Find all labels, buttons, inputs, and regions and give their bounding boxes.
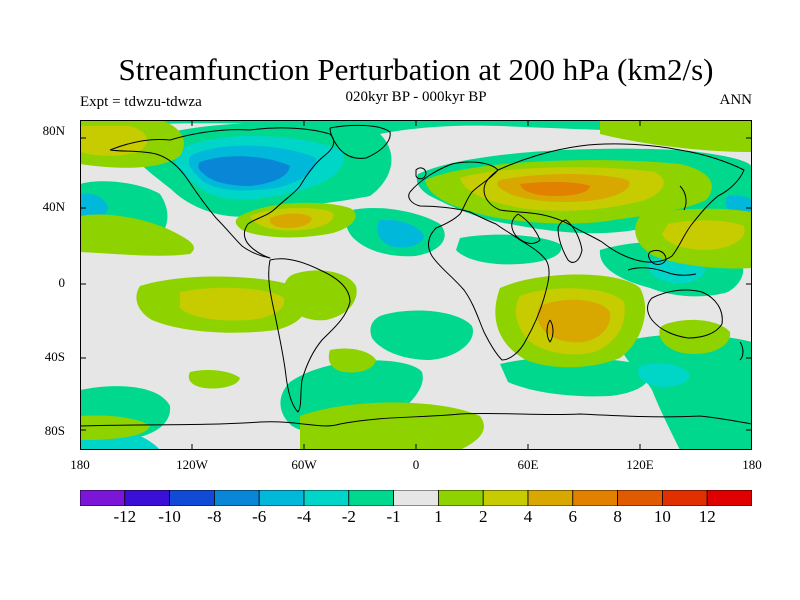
colorbar xyxy=(80,490,752,506)
colorbar-swatch-3 xyxy=(213,490,260,506)
contour-n18 xyxy=(370,310,473,360)
contour-p22 xyxy=(328,348,376,373)
coastline-arabia xyxy=(511,213,541,244)
map-panel xyxy=(80,120,752,450)
contour-p21 xyxy=(188,370,240,389)
colorbar-label-5: -2 xyxy=(341,507,356,526)
colorbar-label-1: -10 xyxy=(158,507,181,526)
colorbar-swatch-9 xyxy=(482,490,529,506)
coastline-uk xyxy=(415,167,427,180)
map-ticks xyxy=(80,120,752,450)
contour-p4 xyxy=(520,181,590,196)
colorbar-label-13: 12 xyxy=(698,507,716,526)
lon-label-180e: 180 xyxy=(742,457,762,472)
colorbar-label-0: -12 xyxy=(113,507,137,526)
coastlines xyxy=(80,124,752,427)
contour-p10 xyxy=(269,213,312,228)
colorbar-label-6: -1 xyxy=(386,507,401,526)
contour-p6 xyxy=(80,126,148,156)
contour-p24 xyxy=(80,415,150,440)
plot-title: Streamfunction Perturbation at 200 hPa (… xyxy=(118,52,714,87)
colorbar-swatch-11 xyxy=(572,490,618,506)
positive-anomaly-regions xyxy=(80,120,752,450)
contour-p23 xyxy=(300,402,484,450)
colorbar-swatch-4 xyxy=(258,490,305,506)
contour-p13 xyxy=(662,220,745,250)
coastline-madagascar xyxy=(546,319,554,343)
colorbar-swatch-10 xyxy=(527,490,574,506)
colorbar-swatch-6 xyxy=(348,490,394,506)
coastline-australia xyxy=(647,289,723,339)
coastline-north-america xyxy=(109,127,335,259)
coastline-greenland xyxy=(329,124,391,159)
colorbar-label-9: 4 xyxy=(523,507,533,526)
colorbar-swatch-12 xyxy=(617,490,663,506)
contour-p16 xyxy=(284,270,357,321)
contour-n8 xyxy=(80,193,108,221)
contour-n13 xyxy=(456,234,562,265)
colorbar-swatch-1 xyxy=(124,490,170,506)
contour-n5 xyxy=(80,120,752,134)
lon-label-60w: 60W xyxy=(291,457,317,472)
colorbar-label-10: 6 xyxy=(568,507,578,526)
coastline-asia xyxy=(483,143,745,263)
coastline-indonesia xyxy=(627,267,697,276)
colorbar-swatch-7 xyxy=(393,490,439,506)
colorbar-label-2: -8 xyxy=(207,507,222,526)
lat-label-40n: 40N xyxy=(42,199,65,214)
lat-label-40s: 40S xyxy=(44,349,65,364)
plot-subtitle: 020kyr BP - 000kyr BP xyxy=(345,89,487,105)
lon-label-60e: 60E xyxy=(517,457,539,472)
lat-label-0: 0 xyxy=(58,275,66,290)
coastline-new-zealand xyxy=(739,341,744,361)
experiment-label: Expt = tdwzu-tdwza xyxy=(80,94,202,110)
colorbar-label-7: 1 xyxy=(434,507,443,526)
season-label: ANN xyxy=(719,92,753,108)
contour-n21 xyxy=(638,363,690,387)
coastline-borneo xyxy=(648,249,667,265)
colorbar-label-8: 2 xyxy=(478,507,488,526)
lat-label-80s: 80S xyxy=(44,423,65,438)
contour-p11 xyxy=(80,214,194,256)
lon-label-120e: 120E xyxy=(626,457,654,472)
colorbar-label-3: -6 xyxy=(252,507,267,526)
coastline-south-america xyxy=(268,258,351,413)
contour-n20 xyxy=(620,334,752,450)
colorbar-swatch-14 xyxy=(706,490,752,506)
coastline-japan xyxy=(679,185,687,211)
coastline-india xyxy=(557,219,583,263)
contour-p20 xyxy=(659,319,731,354)
colorbar-swatch-13 xyxy=(662,490,708,506)
colorbar-label-11: 8 xyxy=(613,507,622,526)
lon-label-0: 0 xyxy=(412,457,420,472)
colorbar-swatch-2 xyxy=(169,490,215,506)
lat-label-80n: 80N xyxy=(42,123,65,138)
colorbar-swatch-8 xyxy=(437,490,484,506)
coastline-europe-africa xyxy=(408,161,550,361)
lon-label-180w: 180 xyxy=(70,457,90,472)
colorbar-label-12: 10 xyxy=(653,507,671,526)
contour-p19 xyxy=(537,299,611,343)
colorbar-swatch-0 xyxy=(80,490,126,506)
contour-p7 xyxy=(600,120,752,152)
contour-p15 xyxy=(180,287,285,321)
contour-n19 xyxy=(500,357,650,397)
colorbar-label-4: -4 xyxy=(296,507,312,526)
colorbar-swatch-5 xyxy=(303,490,350,506)
lon-label-120w: 120W xyxy=(176,457,208,472)
coastline-antarctica xyxy=(80,412,752,427)
contour-n12 xyxy=(377,219,424,248)
contour-n4 xyxy=(198,156,290,186)
